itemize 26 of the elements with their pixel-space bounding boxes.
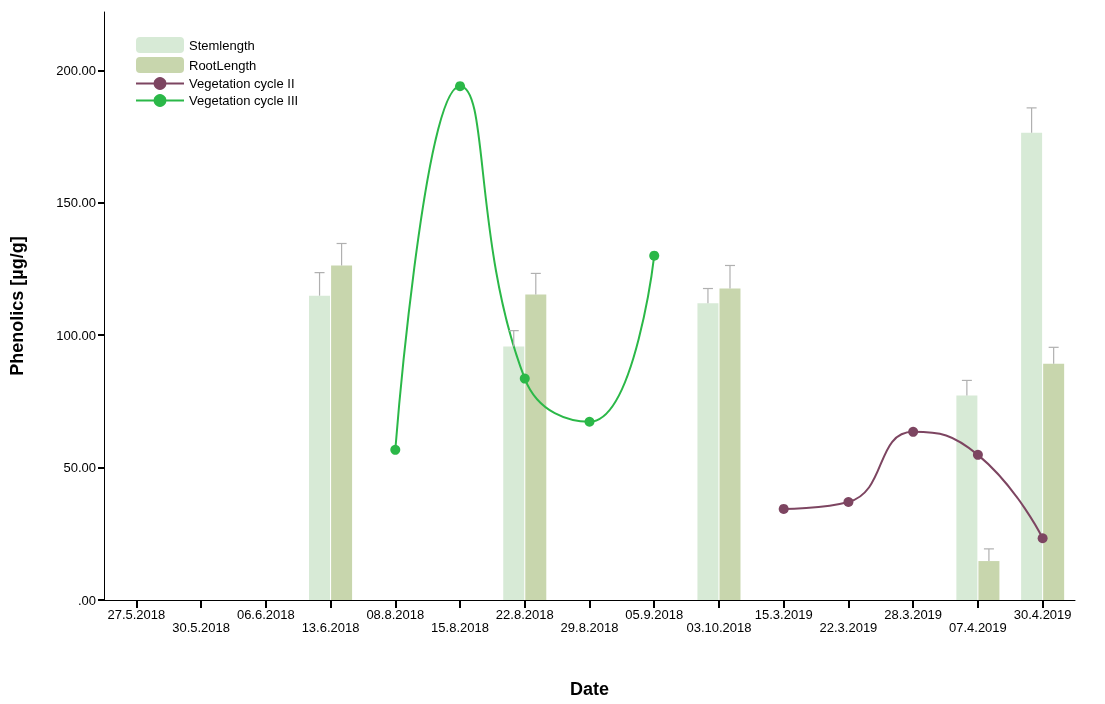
legend-label: Stemlength (189, 37, 255, 53)
x-tick-label: 07.4.2019 (948, 620, 1007, 635)
x-tick-label: 08.8.2018 (366, 607, 425, 622)
x-tick-label: 03.10.2018 (686, 620, 752, 635)
legend-label: Vegetation cycle III (189, 93, 299, 108)
x-tick-label: 06.6.2018 (236, 607, 295, 622)
y-axis-title: Phenolics [µg/g] (7, 236, 27, 376)
y-tick-label: 200.00 (56, 62, 96, 78)
x-tick-label: 22.3.2019 (819, 620, 878, 635)
x-tick-label: 15.3.2019 (754, 607, 813, 622)
y-tick-label: 150.00 (56, 195, 96, 211)
x-tick-label: 28.3.2019 (884, 607, 943, 622)
y-tick-label: 100.00 (56, 327, 96, 343)
x-axis-title: Date (569, 679, 610, 699)
x-tick-label: 15.8.2018 (431, 620, 489, 635)
y-tick-label: .00 (77, 592, 96, 608)
x-tick-label: 22.8.2018 (495, 607, 554, 622)
x-tick-label: 30.4.2019 (1013, 607, 1072, 622)
x-tick-label: 30.5.2018 (172, 620, 231, 635)
legend-label: Vegetation cycle II (189, 76, 295, 91)
y-tick-label: 50.00 (63, 460, 96, 476)
x-tick-label: 13.6.2018 (301, 620, 360, 635)
x-tick-label: 05.9.2018 (625, 607, 684, 622)
legend-label: RootLength (189, 57, 257, 73)
x-tick-label: 29.8.2018 (560, 620, 619, 635)
x-tick-label: 27.5.2018 (107, 607, 166, 622)
